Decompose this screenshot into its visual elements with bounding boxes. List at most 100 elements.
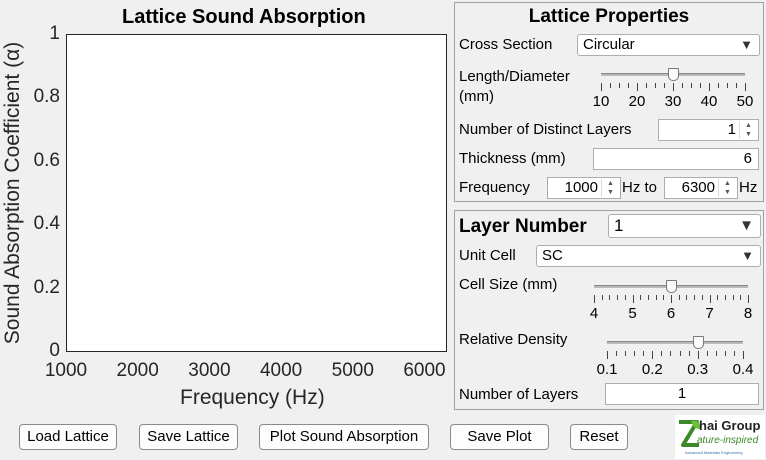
frequency-from-value: 1000 — [564, 179, 598, 196]
length-diameter-label: Length/Diameter — [459, 68, 570, 85]
lattice-properties-title: Lattice Properties — [528, 6, 690, 27]
slider-tick — [637, 83, 638, 91]
reset-button[interactable]: Reset — [570, 424, 628, 450]
spinner-up-icon[interactable]: ▲ — [739, 121, 757, 130]
slider-thumb[interactable] — [666, 280, 677, 293]
layer-number-value: 1 — [614, 216, 624, 235]
lattice-properties-panel: Lattice Properties Cross Section Circula… — [454, 2, 764, 202]
x-tick-label: 1000 — [44, 360, 88, 381]
unit-cell-label: Unit Cell — [459, 247, 516, 264]
layer-number-dropdown[interactable]: 1 ▼ — [608, 214, 761, 238]
cross-section-dropdown[interactable]: Circular ▼ — [577, 34, 760, 56]
slider-tick — [646, 83, 647, 88]
x-tick-label: 6000 — [403, 360, 446, 381]
frequency-from-spinner[interactable]: 1000 ▲ ▼ — [547, 177, 621, 199]
slider-thumb[interactable] — [668, 68, 679, 81]
slider-tick — [682, 83, 683, 88]
slider-tick-label: 0.4 — [732, 361, 754, 378]
slider-tick — [655, 83, 656, 88]
slider-tick — [670, 351, 672, 356]
slider-tick — [632, 295, 634, 303]
slider-tick-label: 5 — [628, 305, 637, 322]
slider-tick — [625, 351, 627, 356]
zhai-group-logo: hai Group ature-inspired Advanced Materi… — [675, 415, 765, 459]
frequency-label: Frequency — [459, 179, 530, 196]
spinner-down-icon[interactable]: ▼ — [601, 188, 619, 197]
slider-tick — [619, 83, 620, 88]
hz-label: Hz — [739, 179, 758, 196]
frequency-to-value: 6300 — [681, 179, 715, 196]
thickness-label: Thickness (mm) — [459, 150, 566, 167]
slider-tick — [688, 351, 690, 356]
slider-tick — [736, 83, 737, 88]
slider-tick — [652, 351, 654, 359]
slider-tick — [673, 83, 674, 91]
save-plot-button[interactable]: Save Plot — [450, 424, 549, 450]
distinct-layers-spinner[interactable]: 1 ▲ ▼ — [658, 119, 759, 141]
slider-tick — [671, 295, 672, 303]
slider-tick — [732, 295, 734, 300]
slider-thumb[interactable] — [692, 336, 704, 349]
length-diameter-slider[interactable]: 10 20 30 40 50 — [593, 65, 753, 115]
slider-tick — [694, 295, 696, 300]
slider-tick-label: 0.2 — [641, 361, 663, 378]
slider-tick — [640, 295, 642, 300]
slider-tick-label: 4 — [589, 305, 599, 322]
slider-tick-label: 0.1 — [596, 361, 618, 378]
spinner-up-icon[interactable]: ▲ — [601, 179, 619, 188]
slider-tick — [655, 295, 657, 300]
distinct-layers-label: Number of Distinct Layers — [459, 121, 632, 138]
plot-area[interactable] — [66, 34, 447, 352]
slider-tick-label: 50 — [736, 93, 754, 110]
relative-density-slider[interactable]: 0.1 0.2 0.3 0.4 — [597, 333, 753, 379]
slider-tick — [664, 83, 665, 88]
load-lattice-button[interactable]: Load Lattice — [19, 424, 117, 450]
unit-cell-dropdown[interactable]: SC ▼ — [536, 245, 761, 267]
slider-tick — [634, 351, 636, 356]
slider-tick — [748, 295, 749, 303]
slider-tick — [686, 295, 688, 300]
slider-tick — [745, 83, 746, 91]
slider-tick-label: 20 — [628, 93, 646, 110]
plot-sound-absorption-button[interactable]: Plot Sound Absorption — [259, 424, 429, 450]
x-tick-label: 4000 — [259, 360, 303, 381]
slider-tick — [601, 295, 603, 300]
slider-track[interactable] — [607, 341, 743, 344]
slider-tick — [647, 295, 649, 300]
spinner-down-icon[interactable]: ▼ — [739, 130, 757, 139]
slider-tick — [700, 83, 701, 88]
number-of-layers-label: Number of Layers — [459, 386, 579, 403]
slider-tick — [643, 351, 645, 356]
slider-tick — [743, 351, 744, 359]
slider-tick — [678, 295, 680, 300]
thickness-field[interactable]: 6 — [593, 148, 759, 170]
cell-size-slider[interactable]: 4 5 6 7 8 — [588, 277, 754, 323]
slider-ticks — [594, 295, 749, 303]
slider-tick — [691, 83, 692, 88]
slider-tick-label: 40 — [700, 93, 718, 110]
slider-tick — [594, 295, 595, 303]
slider-tick — [717, 295, 719, 300]
x-tick-label: 5000 — [331, 360, 374, 381]
slider-tick — [740, 295, 742, 300]
y-tick-label: 0 — [49, 340, 60, 361]
dropdown-arrow-icon: ▼ — [741, 248, 754, 263]
chart-title: Lattice Sound Absorption — [122, 6, 366, 28]
slider-tick — [727, 83, 728, 88]
layer-number-title: Layer Number — [459, 216, 587, 237]
slider-tick — [607, 351, 608, 359]
frequency-to-spinner[interactable]: 6300 ▲ ▼ — [664, 177, 738, 199]
save-lattice-button[interactable]: Save Lattice — [139, 424, 238, 450]
length-diameter-unit: (mm) — [459, 88, 494, 105]
spinner-up-icon[interactable]: ▲ — [718, 179, 736, 188]
slider-tick — [661, 351, 663, 356]
spinner-down-icon[interactable]: ▼ — [718, 188, 736, 197]
number-of-layers-field[interactable]: 1 — [605, 383, 759, 405]
unit-cell-value: SC — [542, 247, 563, 264]
slider-ticks — [607, 351, 744, 359]
slider-tick — [724, 351, 726, 356]
slider-tick — [616, 351, 618, 356]
logo-line-3: Advanced Materials Engineering — [685, 450, 743, 455]
slider-tick — [709, 83, 710, 91]
logo-line-1: hai Group — [699, 418, 761, 433]
